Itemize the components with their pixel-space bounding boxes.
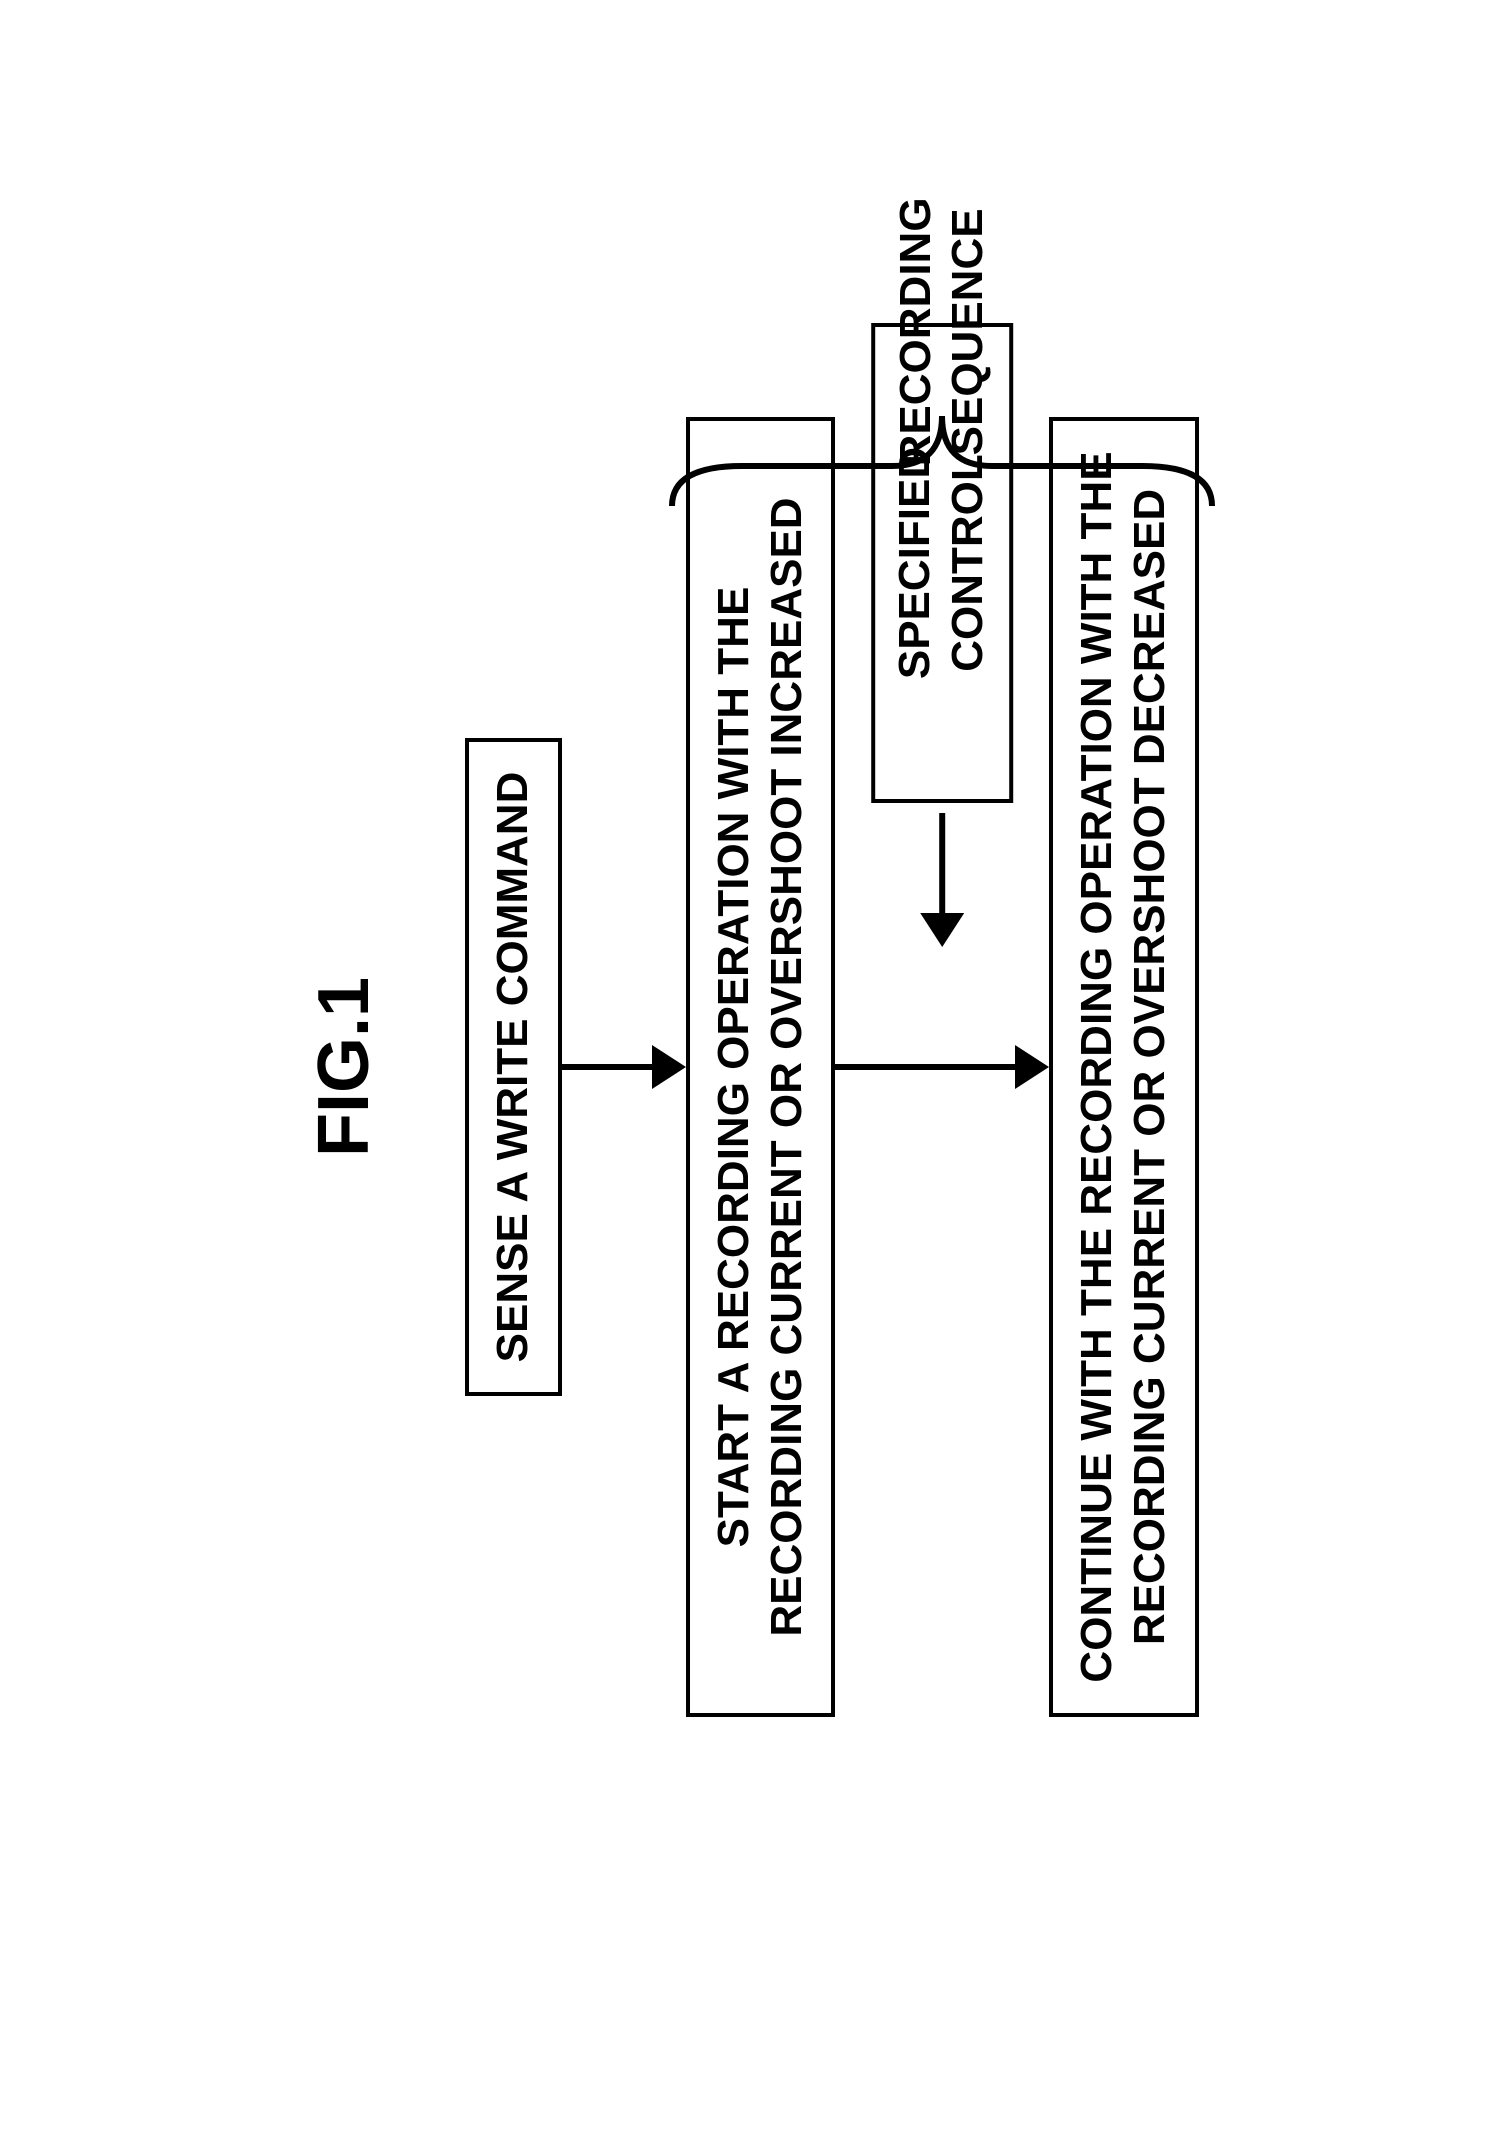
node-start-recording: START A RECORDING OPERATION WITH THE REC… [685, 417, 835, 1716]
bracket-label: RECORDING SEQUENCE [889, 197, 995, 466]
node-continue-line1: CONTINUE WITH THE RECORDING OPERATION WI… [1072, 451, 1121, 1682]
node-continue-line2: RECORDING CURRENT OR OVERSHOOT DECREASED [1125, 488, 1174, 1644]
arrow-1 [561, 1045, 685, 1089]
node-sense-write: SENSE A WRITE COMMAND [465, 737, 562, 1396]
flowchart: SENSE A WRITE COMMAND START A RECORDING … [465, 417, 1199, 1716]
arrow-left [920, 813, 964, 947]
node-continue-recording: CONTINUE WITH THE RECORDING OPERATION WI… [1049, 417, 1199, 1716]
arrow-2 [835, 1045, 1049, 1089]
bracket-label-line1: RECORDING [890, 197, 939, 466]
middle-section: SPECIFIED CONTROL [835, 417, 1049, 1716]
figure-title: FIG.1 [303, 976, 385, 1156]
bracket-label-line2: SEQUENCE [943, 208, 992, 455]
bracket-wrapper: RECORDING SEQUENCE [685, 197, 1198, 516]
node-start-line1: START A RECORDING OPERATION WITH THE [708, 586, 757, 1547]
node-start-line2: RECORDING CURRENT OR OVERSHOOT INCREASED [761, 497, 810, 1636]
recording-sequence-region: START A RECORDING OPERATION WITH THE REC… [685, 417, 1198, 1716]
